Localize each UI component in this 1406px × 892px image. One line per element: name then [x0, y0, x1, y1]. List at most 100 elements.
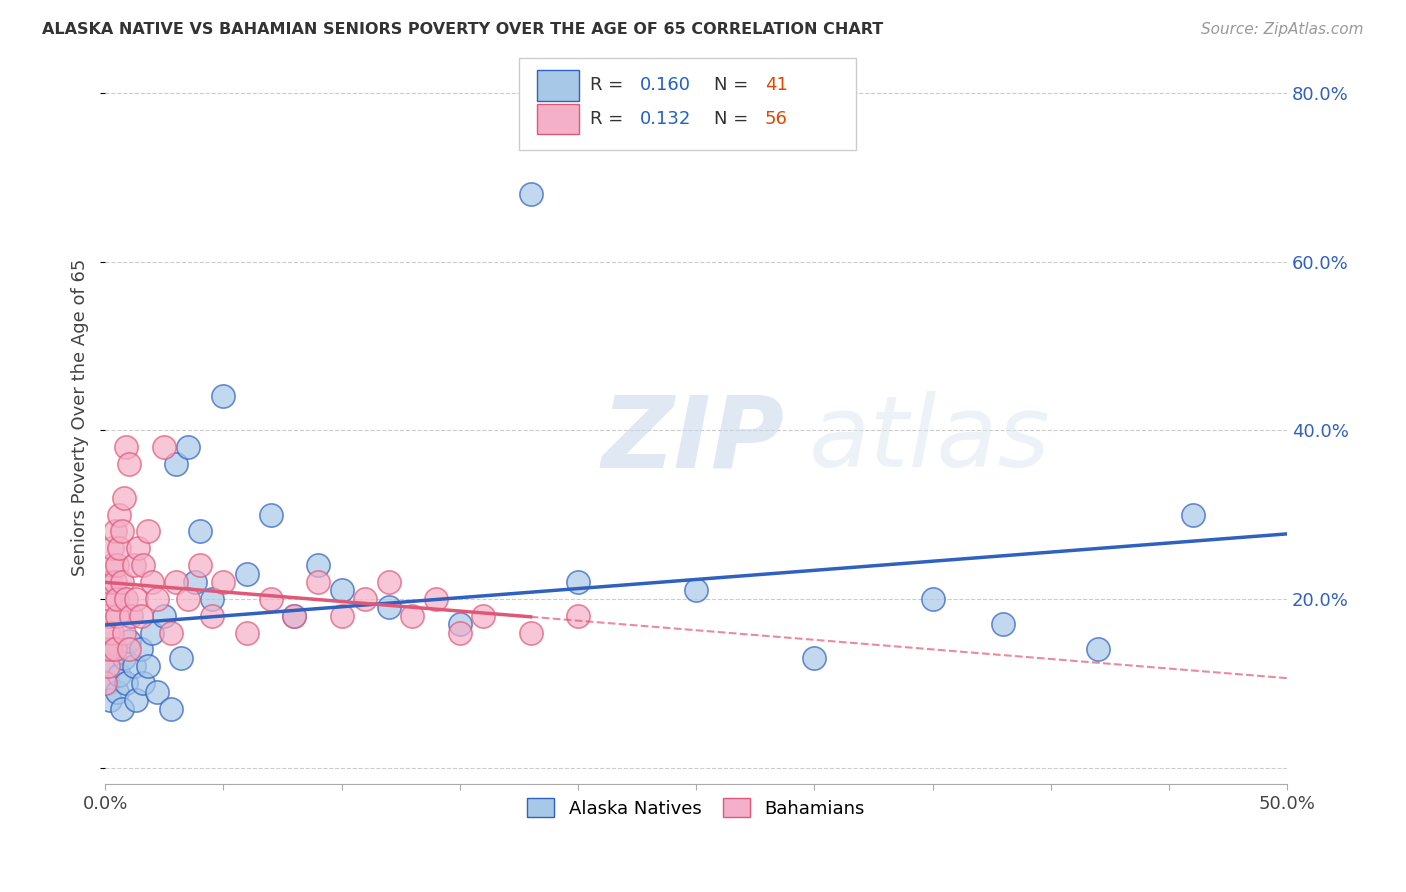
Point	[97, 608, 120, 623]
Point	[165, 457, 187, 471]
Point	[165, 574, 187, 589]
Point	[236, 625, 259, 640]
Legend: Alaska Natives, Bahamians: Alaska Natives, Bahamians	[519, 789, 875, 827]
Text: 56: 56	[765, 110, 787, 128]
Point	[212, 574, 235, 589]
Point	[685, 583, 707, 598]
Text: atlas: atlas	[808, 391, 1050, 488]
Point	[118, 642, 141, 657]
Point	[425, 591, 447, 606]
Point	[112, 491, 135, 505]
Point	[188, 558, 211, 573]
Point	[260, 508, 283, 522]
Point	[141, 625, 163, 640]
Point	[921, 591, 943, 606]
Point	[108, 667, 131, 681]
Point	[125, 693, 148, 707]
Point	[567, 608, 589, 623]
Point	[105, 684, 128, 698]
Point	[118, 457, 141, 471]
Point	[118, 634, 141, 648]
Point	[112, 651, 135, 665]
Point	[129, 608, 152, 623]
Point	[170, 651, 193, 665]
Point	[330, 608, 353, 623]
Point	[307, 558, 329, 573]
Point	[449, 625, 471, 640]
Point	[1181, 508, 1204, 522]
Text: 0.132: 0.132	[640, 110, 690, 128]
Point	[378, 574, 401, 589]
Point	[94, 676, 117, 690]
Point	[401, 608, 423, 623]
Point	[97, 676, 120, 690]
Text: R =: R =	[589, 110, 628, 128]
Text: N =: N =	[714, 76, 754, 95]
Point	[519, 625, 541, 640]
Point	[129, 642, 152, 657]
Point	[97, 625, 120, 640]
Point	[567, 574, 589, 589]
Point	[136, 659, 159, 673]
Point	[283, 608, 305, 623]
Point	[354, 591, 377, 606]
Text: ALASKA NATIVE VS BAHAMIAN SENIORS POVERTY OVER THE AGE OF 65 CORRELATION CHART: ALASKA NATIVE VS BAHAMIAN SENIORS POVERT…	[42, 22, 883, 37]
Point	[105, 558, 128, 573]
Point	[127, 541, 149, 556]
Point	[101, 541, 124, 556]
Point	[212, 389, 235, 403]
Text: N =: N =	[714, 110, 754, 128]
Point	[472, 608, 495, 623]
Point	[283, 608, 305, 623]
Point	[104, 642, 127, 657]
Point	[112, 625, 135, 640]
Point	[200, 591, 222, 606]
Point	[449, 617, 471, 632]
Point	[98, 591, 121, 606]
Y-axis label: Seniors Poverty Over the Age of 65: Seniors Poverty Over the Age of 65	[72, 259, 89, 576]
Point	[108, 541, 131, 556]
Point	[104, 642, 127, 657]
Point	[94, 642, 117, 657]
Point	[146, 591, 169, 606]
Point	[132, 676, 155, 690]
Point	[111, 701, 134, 715]
Point	[307, 574, 329, 589]
Point	[120, 608, 142, 623]
Point	[188, 524, 211, 539]
Point	[132, 558, 155, 573]
Point	[153, 440, 176, 454]
Point	[105, 591, 128, 606]
Point	[378, 600, 401, 615]
Point	[993, 617, 1015, 632]
Point	[101, 558, 124, 573]
Point	[111, 524, 134, 539]
Text: 0.160: 0.160	[640, 76, 690, 95]
FancyBboxPatch shape	[537, 70, 579, 101]
Point	[104, 574, 127, 589]
Point	[236, 566, 259, 581]
Point	[101, 659, 124, 673]
Point	[1087, 642, 1109, 657]
Point	[160, 625, 183, 640]
Point	[115, 676, 138, 690]
Text: ZIP: ZIP	[602, 391, 785, 488]
Point	[803, 651, 825, 665]
Point	[177, 591, 200, 606]
Point	[101, 625, 124, 640]
Point	[260, 591, 283, 606]
Point	[115, 440, 138, 454]
FancyBboxPatch shape	[519, 58, 856, 150]
Point	[141, 574, 163, 589]
Text: R =: R =	[589, 76, 628, 95]
Point	[98, 693, 121, 707]
Point	[108, 508, 131, 522]
Point	[136, 524, 159, 539]
Point	[160, 701, 183, 715]
Point	[98, 574, 121, 589]
Point	[122, 659, 145, 673]
Point	[104, 524, 127, 539]
Point	[98, 642, 121, 657]
FancyBboxPatch shape	[537, 103, 579, 135]
Point	[146, 684, 169, 698]
